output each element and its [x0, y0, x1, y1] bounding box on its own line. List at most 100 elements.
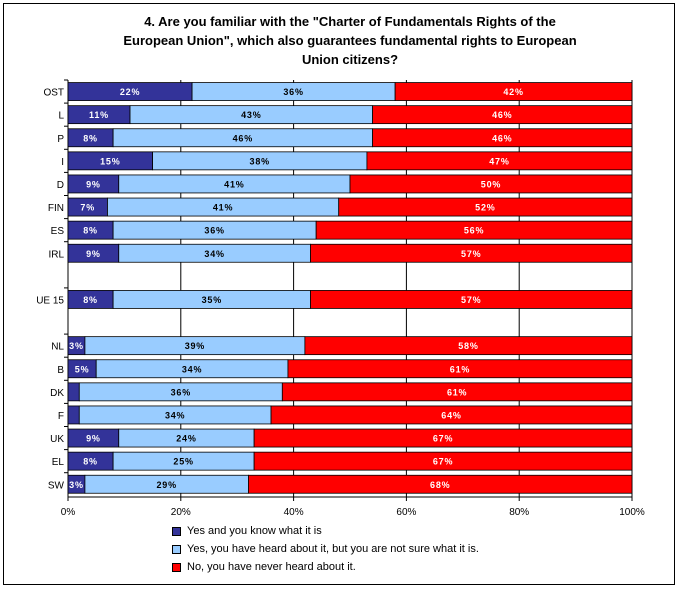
data-label: 9%: [86, 179, 101, 189]
category-label: F: [58, 411, 64, 422]
data-label: 25%: [173, 457, 193, 467]
bar-segment: [270, 405, 633, 425]
data-label: 67%: [433, 434, 453, 444]
data-label: 38%: [250, 156, 270, 166]
data-label: 11%: [89, 110, 109, 120]
bar-segment: [310, 243, 633, 263]
x-tick-label: 0%: [61, 507, 76, 518]
legend-item: Yes and you know what it is: [172, 522, 479, 540]
category-label: B: [57, 365, 64, 376]
category-label: I: [61, 157, 64, 168]
legend-item: Yes, you have heard about it, but you ar…: [172, 540, 479, 558]
chart-title-line: Union citizens?: [301, 52, 399, 67]
bar-segment: [349, 174, 633, 194]
data-label: 47%: [489, 156, 509, 166]
category-label: SW: [48, 480, 65, 491]
data-label: 50%: [481, 179, 501, 189]
data-label: 36%: [204, 226, 224, 236]
data-label: 41%: [213, 203, 233, 213]
data-label: 24%: [176, 434, 196, 444]
x-tick-label: 80%: [509, 507, 529, 518]
legend-swatch: [172, 526, 181, 536]
data-label: 57%: [461, 249, 481, 259]
data-label: 7%: [80, 203, 95, 213]
x-tick-label: 100%: [619, 507, 645, 518]
data-label: 29%: [156, 480, 176, 490]
bar-segment: [67, 405, 80, 425]
category-label: D: [57, 180, 64, 191]
data-label: 43%: [241, 110, 261, 120]
data-label: 34%: [182, 364, 202, 374]
bar-segment: [67, 382, 80, 402]
category-label: L: [58, 111, 64, 122]
bar-segment: [310, 290, 633, 309]
bar-segment: [248, 474, 633, 494]
category-label: DK: [50, 388, 64, 399]
plot-area: [68, 80, 632, 497]
data-label: 39%: [185, 341, 205, 351]
category-label: NL: [51, 342, 64, 353]
legend-label: Yes, you have heard about it, but you ar…: [187, 543, 479, 555]
chart-title: 4. Are you familiar with the "Charter of…: [60, 12, 640, 69]
x-tick-label: 40%: [284, 507, 304, 518]
data-label: 8%: [83, 295, 98, 305]
bar-segment: [372, 105, 633, 125]
category-label: UE 15: [36, 295, 64, 306]
data-label: 42%: [503, 87, 523, 97]
data-label: 41%: [224, 179, 244, 189]
data-label: 46%: [492, 110, 512, 120]
bar-segment: [338, 197, 633, 217]
data-label: 9%: [86, 434, 101, 444]
data-label: 61%: [450, 364, 470, 374]
bar-segment: [366, 151, 633, 171]
data-label: 64%: [441, 410, 461, 420]
category-label: EL: [52, 457, 65, 468]
category-label: ES: [51, 226, 65, 237]
data-label: 34%: [204, 249, 224, 259]
chart-title-line: European Union", which also guarantees f…: [123, 33, 577, 48]
data-label: 46%: [492, 133, 512, 143]
data-label: 8%: [83, 226, 98, 236]
data-label: 36%: [171, 387, 191, 397]
bar-segment: [315, 220, 633, 240]
category-label: FIN: [48, 203, 64, 214]
data-label: 9%: [86, 249, 101, 259]
legend-label: No, you have never heard about it.: [187, 561, 356, 573]
bar-segment: [287, 359, 633, 379]
data-label: 57%: [461, 295, 481, 305]
data-label: 34%: [165, 410, 185, 420]
data-label: 5%: [75, 364, 90, 374]
bar-segment: [372, 128, 633, 148]
data-label: 58%: [458, 341, 478, 351]
data-label: 35%: [202, 295, 222, 305]
data-label: 3%: [69, 480, 84, 490]
data-label: 8%: [83, 457, 98, 467]
category-label: IRL: [48, 249, 64, 260]
data-label: 61%: [447, 387, 467, 397]
legend-label: Yes and you know what it is: [187, 525, 322, 537]
chart-title-line: 4. Are you familiar with the "Charter of…: [144, 14, 556, 29]
data-label: 67%: [433, 457, 453, 467]
data-label: 46%: [233, 133, 253, 143]
chart-legend: Yes and you know what it is Yes, you hav…: [172, 522, 479, 576]
data-label: 22%: [120, 87, 140, 97]
data-label: 8%: [83, 133, 98, 143]
data-label: 68%: [430, 480, 450, 490]
bar-segment: [304, 336, 633, 356]
bar-segment: [394, 82, 633, 101]
data-label: 56%: [464, 226, 484, 236]
bar-segment: [253, 428, 633, 448]
data-label: 15%: [100, 156, 120, 166]
data-label: 52%: [475, 203, 495, 213]
legend-swatch: [172, 544, 181, 554]
category-label: UK: [50, 434, 64, 445]
data-label: 36%: [283, 87, 303, 97]
legend-item: No, you have never heard about it.: [172, 558, 479, 576]
category-label: P: [57, 134, 64, 145]
bar-segment: [281, 382, 633, 402]
category-label: OST: [43, 88, 64, 99]
legend-swatch: [172, 562, 181, 572]
x-tick-label: 60%: [396, 507, 416, 518]
data-label: 3%: [69, 341, 84, 351]
